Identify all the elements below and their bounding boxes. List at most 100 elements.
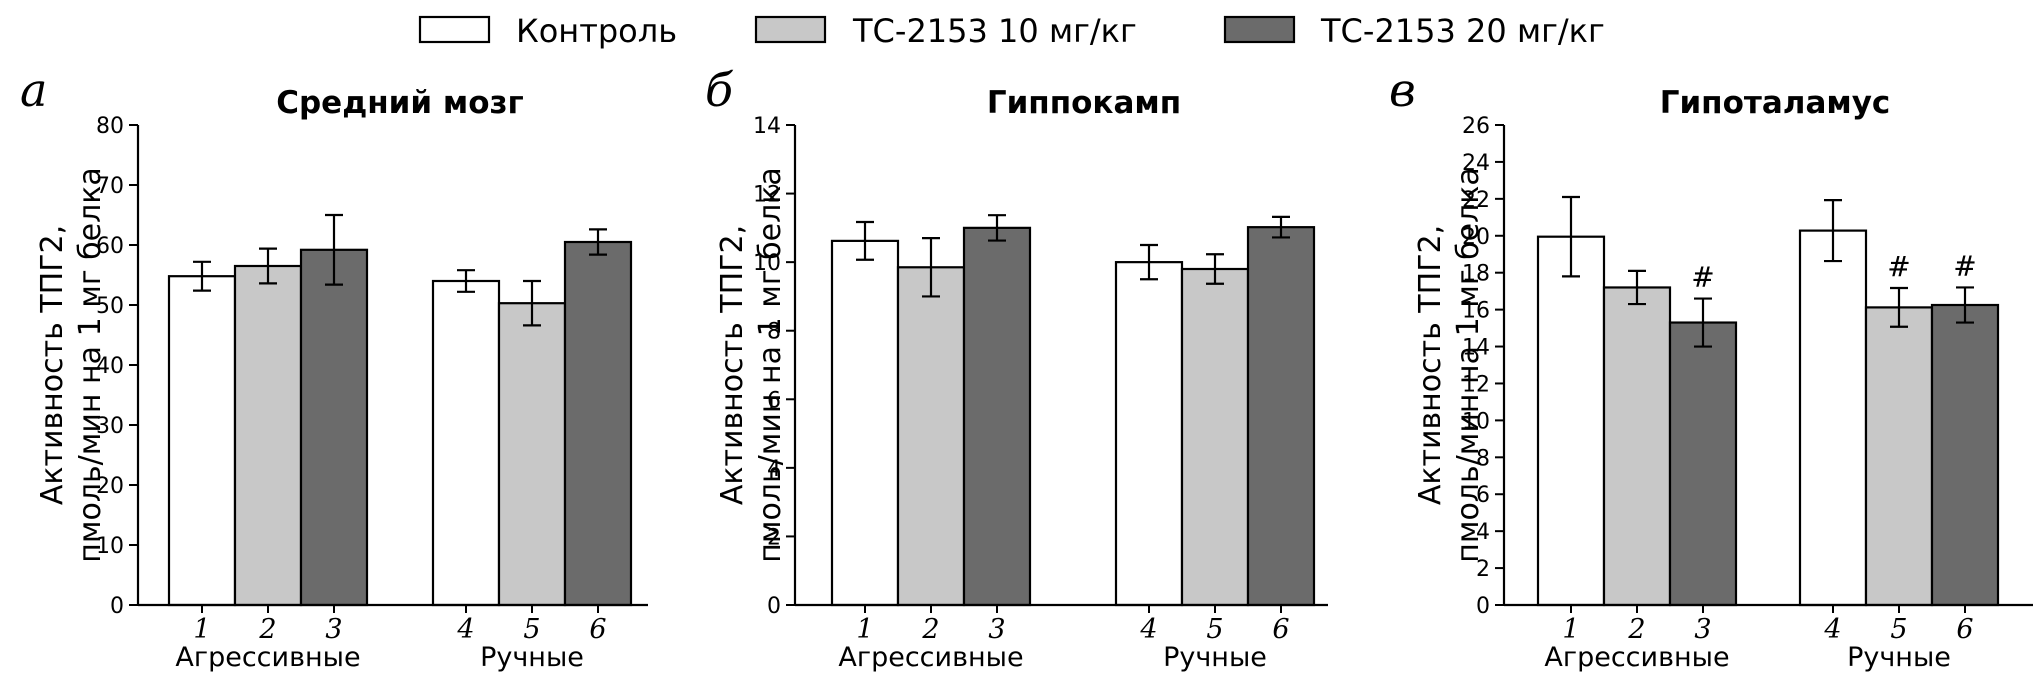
y-tick-label: 50: [96, 294, 124, 319]
bar-number-label: 1: [193, 614, 210, 645]
group-label: Агрессивные: [838, 642, 1023, 673]
y-tick-label: 6: [1476, 483, 1490, 508]
error-bar-4: [1140, 243, 1158, 281]
legend-entry-2: ТС-2153 10 мг/кг: [754, 12, 1137, 50]
legend-swatch: [1223, 15, 1296, 44]
bar-1: [167, 275, 237, 607]
bar-number-label: 1: [856, 614, 873, 645]
bar-number-label: 4: [1823, 614, 1841, 645]
y-tick-label: 2: [1476, 557, 1490, 582]
y-tick-label: 4: [767, 457, 781, 482]
y-tick-label: 60: [96, 234, 124, 259]
panel-3: в Гипоталамус Активность ТПГ2, пмоль/мин на…: [1389, 63, 2033, 673]
panel-letter: в: [1389, 63, 1416, 117]
y-tick-label: 10: [1462, 409, 1490, 434]
significance-mark: #: [1953, 249, 1976, 282]
y-axis-label-line-2: пмоль/мин на 1 мг белка: [1451, 167, 1486, 563]
y-tick-label: 0: [767, 594, 781, 619]
bar-4: [1798, 229, 1868, 607]
group-label: Ручные: [1163, 642, 1267, 673]
y-tick-label: 18: [1462, 262, 1490, 287]
bar-2: [896, 266, 966, 607]
error-bar-2: [922, 237, 940, 298]
group-label: Агрессивные: [1544, 642, 1729, 673]
y-axis-label-line-2: пмоль/мин на 1 мг белка: [73, 167, 108, 563]
bar-number-label: 1: [1562, 614, 1579, 645]
bar-1: [1536, 235, 1606, 607]
error-bar-2: [259, 247, 277, 285]
bars: 1 2 #3 4 #5 #6: [1536, 195, 2000, 645]
error-bar-5: [1206, 253, 1224, 285]
legend-label: ТС-2153 20 мг/кг: [1320, 12, 1605, 50]
error-bar-3: [988, 214, 1006, 242]
panel-letter: б: [705, 63, 734, 117]
error-bar-1: [193, 260, 211, 292]
error-bar-1: [856, 220, 874, 261]
panel-letter: а: [20, 63, 47, 117]
y-tick-label: 14: [1462, 336, 1490, 361]
bar-6: [1246, 226, 1316, 607]
error-bar-6: [589, 228, 607, 256]
error-bar-4: [1824, 199, 1842, 263]
group-label: Агрессивные: [175, 642, 360, 673]
error-bar-3: [325, 213, 343, 286]
legend-entry-1: Контроль: [418, 12, 677, 50]
legend-swatch: [754, 15, 827, 44]
y-tick-label: 10: [96, 534, 124, 559]
bar-5: [1180, 267, 1250, 607]
bar-3: [962, 226, 1032, 607]
y-tick-label: 0: [110, 594, 124, 619]
panel-1: а Средний мозг Активность ТПГ2, пмоль/мин н…: [20, 63, 648, 673]
legend-label: Контроль: [516, 12, 677, 50]
significance-mark: #: [1887, 250, 1910, 283]
y-ticks: 0 2 4 6 8 10 12 14: [753, 114, 1282, 619]
panel-title: Средний мозг: [276, 85, 524, 121]
bar-2: [1602, 286, 1672, 607]
bar-number-label: 4: [456, 614, 474, 645]
y-tick-label: 8: [767, 320, 781, 345]
y-axis-label-line-1: Активность ТПГ2,: [715, 225, 750, 505]
error-bar-6: [1272, 215, 1290, 239]
bar-3: [1668, 321, 1738, 607]
group-label: Ручные: [480, 642, 584, 673]
y-tick-label: 6: [767, 388, 781, 413]
y-tick-label: 70: [96, 174, 124, 199]
y-tick-label: 24: [1462, 151, 1490, 176]
y-tick-label: 14: [753, 114, 781, 139]
legend-swatch: [418, 15, 491, 44]
bar-4: [1114, 261, 1184, 607]
bars: 1 2 3 4 5 6: [167, 213, 633, 645]
significance-mark: #: [1691, 261, 1714, 294]
y-tick-label: 16: [1462, 299, 1490, 324]
legend: Контроль ТС-2153 10 мг/кг ТС-2153 20 мг/кг: [418, 12, 1605, 50]
y-tick-label: 12: [1462, 372, 1490, 397]
bar-number-label: 4: [1139, 614, 1157, 645]
error-bar-3: [1694, 297, 1712, 348]
panel-title: Гипоталамус: [1660, 85, 1891, 121]
y-ticks: 0 10 20 30 40 50 60 70 80: [96, 114, 599, 619]
error-bar-6: [1956, 286, 1974, 324]
bar-number-label: 3: [988, 614, 1005, 645]
legend-label: ТС-2153 10 мг/кг: [852, 12, 1137, 50]
error-bar-1: [1562, 195, 1580, 278]
panel-title: Гиппокамп: [987, 85, 1181, 121]
bar-number-label: 6: [589, 614, 606, 645]
bar-2: [233, 264, 303, 607]
y-tick-label: 2: [767, 525, 781, 550]
bar-number-label: 5: [523, 614, 540, 645]
y-axis-label-line-1: Активность ТПГ2,: [1413, 225, 1448, 505]
bar-5: [1864, 306, 1934, 607]
bar-6: [1930, 303, 2000, 607]
bar-number-label: 6: [1272, 614, 1289, 645]
bar-4: [431, 279, 501, 607]
bar-number-label: 3: [325, 614, 342, 645]
bar-5: [497, 302, 567, 607]
y-tick-label: 26: [1462, 114, 1490, 139]
y-tick-label: 40: [96, 354, 124, 379]
y-tick-label: 20: [96, 474, 124, 499]
legend-entry-3: ТС-2153 20 мг/кг: [1223, 12, 1605, 50]
error-bar-4: [457, 269, 475, 293]
error-bar-5: [1890, 286, 1908, 328]
